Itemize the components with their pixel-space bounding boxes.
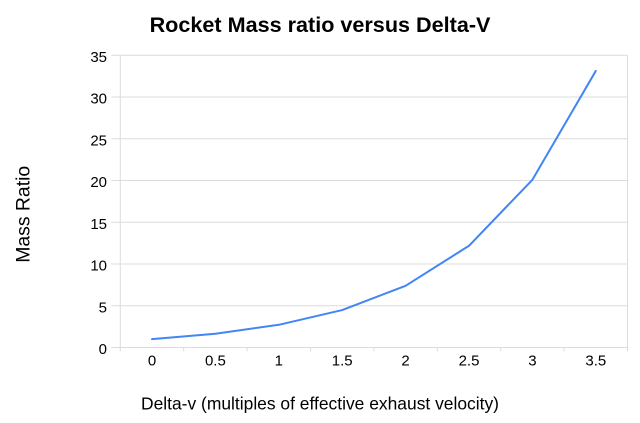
- svg-text:2: 2: [401, 353, 409, 370]
- svg-text:0: 0: [148, 353, 156, 370]
- svg-text:5: 5: [99, 299, 107, 316]
- svg-text:30: 30: [90, 91, 107, 108]
- svg-text:3.5: 3.5: [585, 353, 606, 370]
- svg-text:10: 10: [90, 258, 107, 275]
- svg-text:1.5: 1.5: [332, 353, 353, 370]
- svg-text:0.5: 0.5: [205, 353, 226, 370]
- svg-text:Delta-v (multiples of effectiv: Delta-v (multiples of effective exhaust …: [141, 393, 499, 413]
- svg-text:25: 25: [90, 132, 107, 149]
- svg-text:20: 20: [90, 174, 107, 191]
- svg-text:2.5: 2.5: [459, 353, 480, 370]
- svg-text:1: 1: [275, 353, 283, 370]
- svg-text:Rocket Mass ratio versus Delta: Rocket Mass ratio versus Delta-V: [150, 12, 491, 37]
- svg-text:Mass Ratio: Mass Ratio: [12, 166, 34, 263]
- svg-text:35: 35: [90, 49, 107, 66]
- svg-text:15: 15: [90, 216, 107, 233]
- svg-text:3: 3: [528, 353, 536, 370]
- svg-text:0: 0: [99, 341, 107, 358]
